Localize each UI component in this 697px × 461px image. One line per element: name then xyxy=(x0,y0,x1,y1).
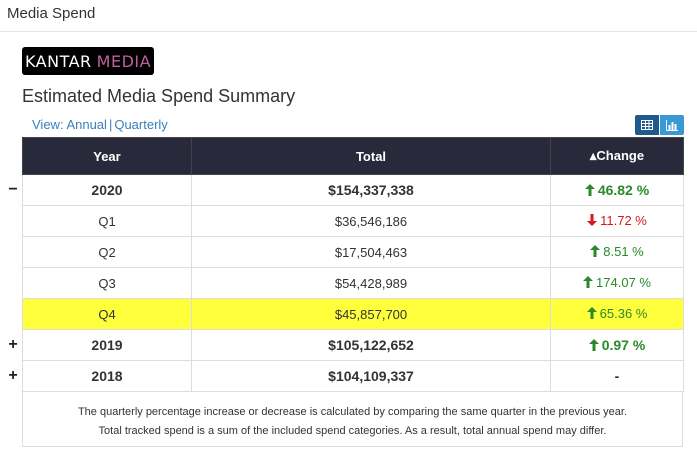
period-cell: Q3 xyxy=(22,267,192,299)
kantar-media-logo: KANTAR MEDIA xyxy=(22,47,154,75)
column-header-change[interactable]: ▴Change xyxy=(550,137,684,175)
year-row: 2018 $104,109,337 - xyxy=(22,360,684,392)
change-value: 11.72 % xyxy=(600,212,647,228)
change-value: 46.82 % xyxy=(597,181,650,198)
expand-year-toggle[interactable]: + xyxy=(8,336,18,353)
total-cell: $45,857,700 xyxy=(191,298,551,330)
collapse-year-toggle[interactable]: − xyxy=(8,181,18,198)
logo-text-media: MEDIA xyxy=(96,51,152,71)
quarter-row: Q4 $45,857,700 65.36 % xyxy=(22,298,684,330)
footnote-line-2: Total tracked spend is a sum of the incl… xyxy=(98,425,607,437)
change-cell: 11.72 % xyxy=(550,205,684,237)
year-row: 2019 $105,122,652 0.97 % xyxy=(22,329,684,361)
sort-ascending-icon: ▴ xyxy=(589,148,597,163)
view-quarterly-link[interactable]: Quarterly xyxy=(114,117,168,132)
bar-chart-icon xyxy=(666,119,678,131)
arrow-up-icon xyxy=(586,307,597,320)
total-cell: $105,122,652 xyxy=(191,329,551,361)
table-header-row: Year Total ▴Change xyxy=(22,137,684,175)
total-cell: $17,504,463 xyxy=(191,236,551,268)
period-cell: 2020 xyxy=(22,174,192,206)
change-cell: 8.51 % xyxy=(550,236,684,268)
change-cell: - xyxy=(550,360,684,392)
panel-title: Media Spend xyxy=(7,5,96,22)
table-view-button[interactable] xyxy=(635,115,659,135)
column-header-total[interactable]: Total xyxy=(191,137,551,175)
arrow-up-icon xyxy=(590,245,601,258)
view-separator: | xyxy=(108,117,113,132)
period-cell: Q2 xyxy=(22,236,192,268)
summary-title: Estimated Media Spend Summary xyxy=(22,86,296,106)
table-icon xyxy=(641,120,653,130)
arrow-up-icon xyxy=(583,276,594,289)
expand-year-toggle[interactable]: + xyxy=(8,367,18,384)
footnote-line-1: The quarterly percentage increase or dec… xyxy=(77,406,628,418)
change-value: 0.97 % xyxy=(601,336,646,353)
total-cell: $154,337,338 xyxy=(191,174,551,206)
change-cell: 46.82 % xyxy=(550,174,684,206)
period-cell: Q1 xyxy=(22,205,192,237)
change-value: - xyxy=(614,368,620,384)
change-cell: 0.97 % xyxy=(550,329,684,361)
view-links: View: Annual | Quarterly xyxy=(32,117,168,132)
footnote: The quarterly percentage increase or dec… xyxy=(22,391,683,447)
view-prefix: View: xyxy=(32,117,67,132)
year-row: 2020 $154,337,338 46.82 % xyxy=(22,174,684,206)
spend-table: Year Total ▴Change 2020 $154,337,338 46.82… xyxy=(22,137,684,392)
period-cell: 2018 xyxy=(22,360,192,392)
column-header-year[interactable]: Year xyxy=(22,137,192,175)
period-cell: Q4 xyxy=(22,298,192,330)
quarter-row: Q3 $54,428,989 174.07 % xyxy=(22,267,684,299)
panel-header: Media Spend xyxy=(0,0,697,32)
change-value: 8.51 % xyxy=(603,243,644,259)
view-toggle xyxy=(635,115,684,135)
chart-view-button[interactable] xyxy=(660,115,684,135)
arrow-up-icon xyxy=(588,338,599,351)
period-cell: 2019 xyxy=(22,329,192,361)
arrow-up-icon xyxy=(584,183,595,196)
change-cell: 65.36 % xyxy=(550,298,684,330)
total-cell: $54,428,989 xyxy=(191,267,551,299)
total-cell: $36,546,186 xyxy=(191,205,551,237)
logo-text-kantar: KANTAR xyxy=(24,51,92,71)
change-cell: 174.07 % xyxy=(550,267,684,299)
quarter-row: Q1 $36,546,186 11.72 % xyxy=(22,205,684,237)
arrow-down-icon xyxy=(587,214,598,227)
change-value: 174.07 % xyxy=(596,274,651,290)
view-annual-link[interactable]: Annual xyxy=(66,117,107,132)
quarter-row: Q2 $17,504,463 8.51 % xyxy=(22,236,684,268)
total-cell: $104,109,337 xyxy=(191,360,551,392)
change-value: 65.36 % xyxy=(599,305,648,321)
